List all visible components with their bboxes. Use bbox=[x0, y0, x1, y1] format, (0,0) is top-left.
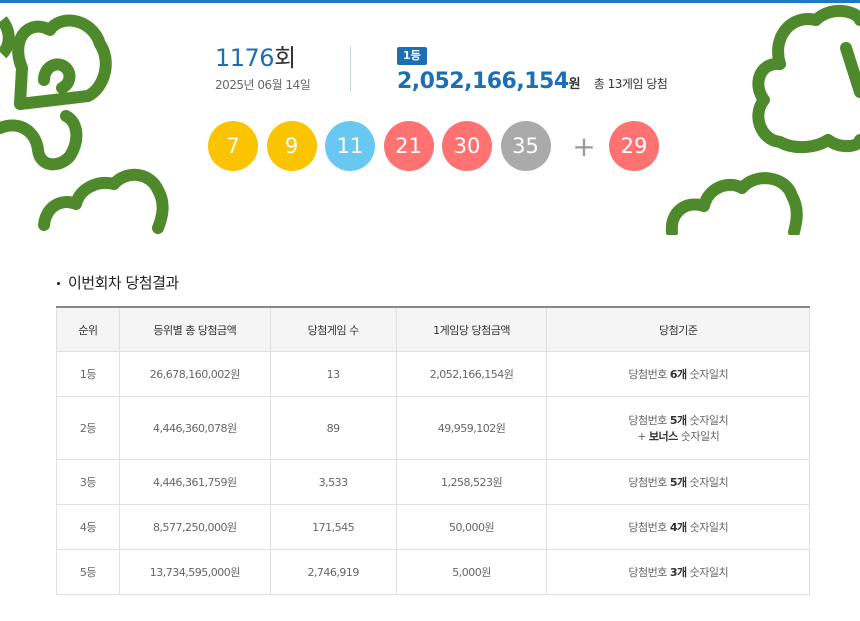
winning-ball-3: 11 bbox=[325, 121, 375, 171]
clover-decoration-right bbox=[665, 5, 860, 235]
table-row: 2등 4,446,360,078원 89 49,959,102원 당첨번호 5개… bbox=[56, 396, 810, 460]
header-criteria: 당첨기준 bbox=[546, 307, 810, 352]
winning-games-cell: 171,545 bbox=[269, 504, 397, 550]
criteria-text: 당첨번호 bbox=[628, 414, 670, 427]
criteria-cell: 당첨번호 6개 숫자일치 bbox=[546, 351, 810, 397]
criteria-count: 6개 bbox=[669, 368, 687, 381]
rank-cell: 3등 bbox=[56, 459, 120, 505]
round-number-heading: 1176회 bbox=[215, 44, 310, 72]
first-prize-amount: 2,052,166,154 bbox=[397, 69, 569, 94]
per-game-prize-cell: 2,052,166,154원 bbox=[395, 351, 548, 397]
criteria-bonus: 보너스 bbox=[648, 430, 678, 443]
first-prize-badge: 1등 bbox=[397, 47, 427, 65]
winning-games-cell: 2,746,919 bbox=[269, 549, 397, 595]
total-prize-cell: 13,734,595,000원 bbox=[118, 549, 271, 595]
bullet-dot bbox=[57, 282, 60, 285]
rank-cell: 5등 bbox=[56, 549, 120, 595]
table-row: 4등 8,577,250,000원 171,545 50,000원 당첨번호 4… bbox=[56, 504, 810, 550]
header-per-game-prize: 1게임당 당첨금액 bbox=[395, 307, 548, 352]
winning-games-cell: 3,533 bbox=[269, 459, 397, 505]
criteria-text: 당첨번호 bbox=[628, 521, 670, 534]
header-total-prize: 등위별 총 당첨금액 bbox=[118, 307, 271, 352]
results-section-title: 이번회차 당첨결과 bbox=[57, 272, 179, 293]
criteria-bonus-prefix: + bbox=[637, 430, 649, 443]
per-game-prize-cell: 50,000원 bbox=[395, 504, 548, 550]
per-game-prize-cell: 49,959,102원 bbox=[395, 396, 548, 460]
winning-ball-1: 7 bbox=[208, 121, 258, 171]
criteria-suffix: 숫자일치 bbox=[686, 566, 729, 579]
per-game-prize-cell: 1,258,523원 bbox=[395, 459, 548, 505]
criteria-count: 5개 bbox=[669, 414, 687, 427]
criteria-bonus-suffix: 숫자일치 bbox=[677, 430, 720, 443]
criteria-cell: 당첨번호 5개 숫자일치 bbox=[546, 459, 810, 505]
first-prize-unit: 원 bbox=[568, 77, 581, 92]
first-prize-games: 총 13게임 당첨 bbox=[593, 77, 668, 91]
rank-cell: 2등 bbox=[56, 396, 120, 460]
header-divider bbox=[350, 46, 351, 92]
bonus-ball: 29 bbox=[609, 121, 659, 171]
criteria-suffix: 숫자일치 bbox=[686, 476, 729, 489]
criteria-suffix: 숫자일치 bbox=[686, 414, 729, 427]
criteria-suffix: 숫자일치 bbox=[686, 521, 729, 534]
table-header-row: 순위 등위별 총 당첨금액 당첨게임 수 1게임당 당첨금액 당첨기준 bbox=[56, 307, 810, 352]
winning-ball-2: 9 bbox=[266, 121, 317, 171]
table-row: 3등 4,446,361,759원 3,533 1,258,523원 당첨번호 … bbox=[56, 459, 810, 505]
criteria-count: 3개 bbox=[669, 566, 687, 579]
results-title-text: 이번회차 당첨결과 bbox=[68, 274, 179, 292]
first-prize-info: 1등 2,052,166,154원 총 13게임 당첨 bbox=[397, 44, 668, 94]
rank-cell: 1등 bbox=[56, 351, 120, 397]
criteria-cell: 당첨번호 5개 숫자일치 + 보너스 숫자일치 bbox=[546, 396, 810, 460]
clover-decoration-left bbox=[0, 14, 169, 234]
winning-numbers: 7 9 11 21 30 35 + 29 bbox=[208, 120, 668, 172]
round-info: 1176회 2025년 06월 14일 bbox=[215, 44, 311, 93]
winning-ball-4: 21 bbox=[383, 121, 434, 171]
header-winning-games: 당첨게임 수 bbox=[269, 307, 397, 352]
draw-date: 2025년 06월 14일 bbox=[215, 78, 311, 92]
criteria-text: 당첨번호 bbox=[628, 368, 670, 381]
results-table: 순위 등위별 총 당첨금액 당첨게임 수 1게임당 당첨금액 당첨기준 1등 2… bbox=[56, 306, 810, 595]
winning-ball-6: 35 bbox=[500, 121, 551, 171]
criteria-count: 4개 bbox=[669, 521, 687, 534]
criteria-count: 5개 bbox=[669, 476, 687, 489]
criteria-text: 당첨번호 bbox=[628, 476, 670, 489]
winning-games-cell: 89 bbox=[269, 396, 397, 460]
criteria-suffix: 숫자일치 bbox=[686, 368, 729, 381]
table-row: 5등 13,734,595,000원 2,746,919 5,000원 당첨번호… bbox=[56, 549, 810, 595]
total-prize-cell: 4,446,361,759원 bbox=[118, 459, 271, 505]
round-number: 1176 bbox=[215, 44, 275, 72]
criteria-text: 당첨번호 bbox=[628, 566, 670, 579]
header-rank: 순위 bbox=[56, 307, 120, 352]
winning-games-cell: 13 bbox=[269, 351, 397, 397]
winning-ball-5: 30 bbox=[442, 121, 492, 171]
rank-cell: 4등 bbox=[56, 504, 120, 550]
top-accent-line bbox=[0, 0, 860, 3]
bonus-plus-sign: + bbox=[572, 129, 596, 163]
criteria-cell: 당첨번호 3개 숫자일치 bbox=[546, 549, 810, 595]
total-prize-cell: 8,577,250,000원 bbox=[118, 504, 271, 550]
round-suffix: 회 bbox=[274, 44, 296, 72]
total-prize-cell: 26,678,160,002원 bbox=[118, 351, 271, 397]
per-game-prize-cell: 5,000원 bbox=[395, 549, 548, 595]
table-row: 1등 26,678,160,002원 13 2,052,166,154원 당첨번… bbox=[56, 351, 810, 397]
criteria-cell: 당첨번호 4개 숫자일치 bbox=[546, 504, 810, 550]
total-prize-cell: 4,446,360,078원 bbox=[118, 396, 271, 460]
